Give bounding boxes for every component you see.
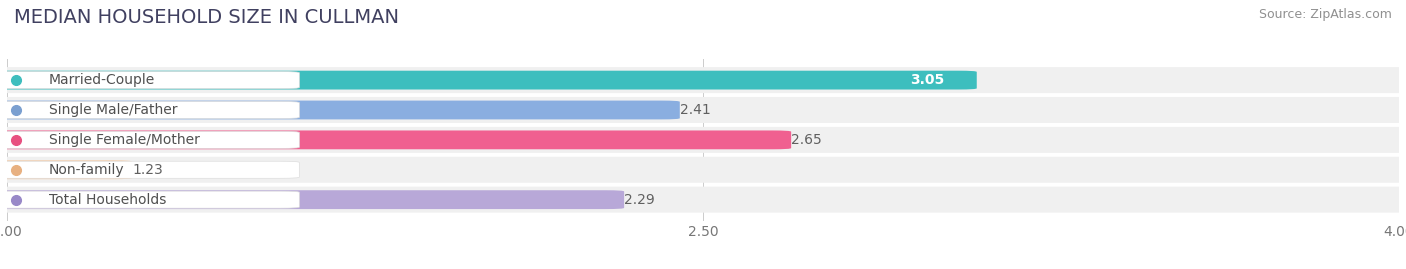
- Text: Total Households: Total Households: [49, 193, 166, 207]
- FancyBboxPatch shape: [0, 72, 299, 89]
- FancyBboxPatch shape: [0, 157, 1406, 183]
- FancyBboxPatch shape: [0, 130, 792, 149]
- FancyBboxPatch shape: [0, 161, 299, 178]
- Text: Source: ZipAtlas.com: Source: ZipAtlas.com: [1258, 8, 1392, 21]
- FancyBboxPatch shape: [0, 127, 1406, 153]
- FancyBboxPatch shape: [0, 97, 1406, 123]
- Text: Single Male/Father: Single Male/Father: [49, 103, 177, 117]
- FancyBboxPatch shape: [0, 131, 299, 148]
- Text: Married-Couple: Married-Couple: [49, 73, 155, 87]
- Text: 1.23: 1.23: [132, 163, 163, 177]
- Text: MEDIAN HOUSEHOLD SIZE IN CULLMAN: MEDIAN HOUSEHOLD SIZE IN CULLMAN: [14, 8, 399, 27]
- FancyBboxPatch shape: [0, 67, 1406, 93]
- Text: 3.05: 3.05: [910, 73, 945, 87]
- FancyBboxPatch shape: [0, 190, 624, 209]
- FancyBboxPatch shape: [0, 101, 299, 119]
- FancyBboxPatch shape: [0, 101, 681, 119]
- Text: Single Female/Mother: Single Female/Mother: [49, 133, 200, 147]
- FancyBboxPatch shape: [0, 187, 1406, 213]
- FancyBboxPatch shape: [0, 160, 132, 179]
- Text: 2.65: 2.65: [792, 133, 823, 147]
- Text: 2.41: 2.41: [681, 103, 710, 117]
- FancyBboxPatch shape: [0, 71, 977, 90]
- Text: Non-family: Non-family: [49, 163, 124, 177]
- FancyBboxPatch shape: [0, 191, 299, 208]
- Text: 2.29: 2.29: [624, 193, 655, 207]
